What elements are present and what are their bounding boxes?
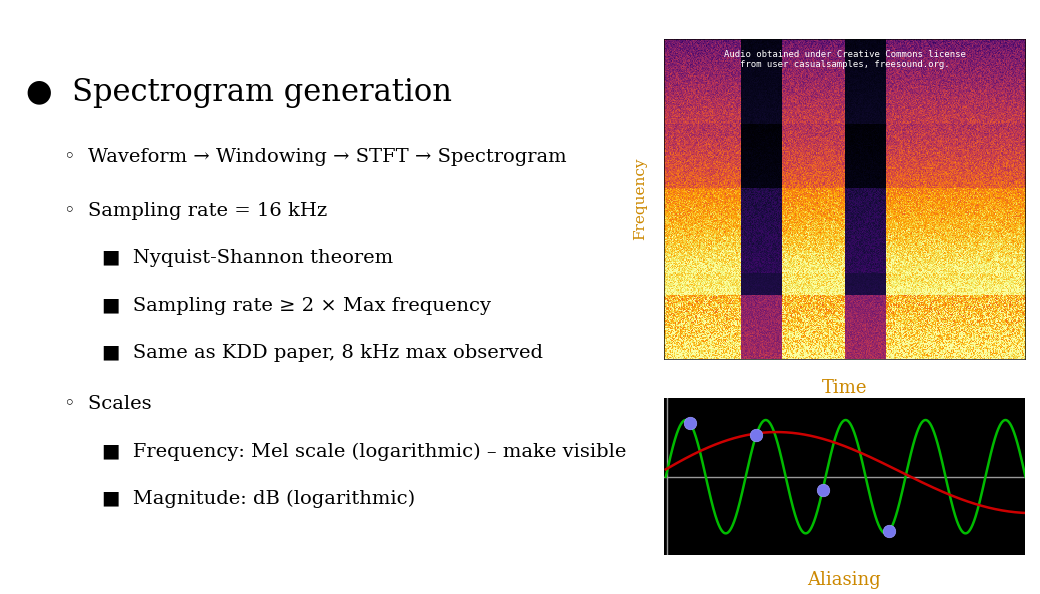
Text: Aliasing: Aliasing bbox=[808, 571, 881, 589]
Text: ■  Frequency: Mel scale (logarithmic) – make visible: ■ Frequency: Mel scale (logarithmic) – m… bbox=[102, 443, 626, 460]
Text: Time: Time bbox=[822, 379, 867, 397]
Text: Frequency: Frequency bbox=[633, 158, 648, 240]
Text: ●  Spectrogram generation: ● Spectrogram generation bbox=[26, 77, 452, 108]
Text: ■  Nyquist-Shannon theorem: ■ Nyquist-Shannon theorem bbox=[102, 249, 393, 267]
Text: Audio obtained under Creative Commons license
from user casualsamples, freesound: Audio obtained under Creative Commons li… bbox=[724, 50, 965, 69]
Text: ■  Sampling rate ≥ 2 × Max frequency: ■ Sampling rate ≥ 2 × Max frequency bbox=[102, 297, 491, 315]
Text: ◦  Scales: ◦ Scales bbox=[64, 395, 152, 413]
Text: ◦  Sampling rate = 16 kHz: ◦ Sampling rate = 16 kHz bbox=[64, 202, 328, 220]
Text: ◦  Waveform → Windowing → STFT → Spectrogram: ◦ Waveform → Windowing → STFT → Spectrog… bbox=[64, 148, 567, 166]
Text: ■  Magnitude: dB (logarithmic): ■ Magnitude: dB (logarithmic) bbox=[102, 490, 415, 508]
Text: ■  Same as KDD paper, 8 kHz max observed: ■ Same as KDD paper, 8 kHz max observed bbox=[102, 345, 543, 362]
